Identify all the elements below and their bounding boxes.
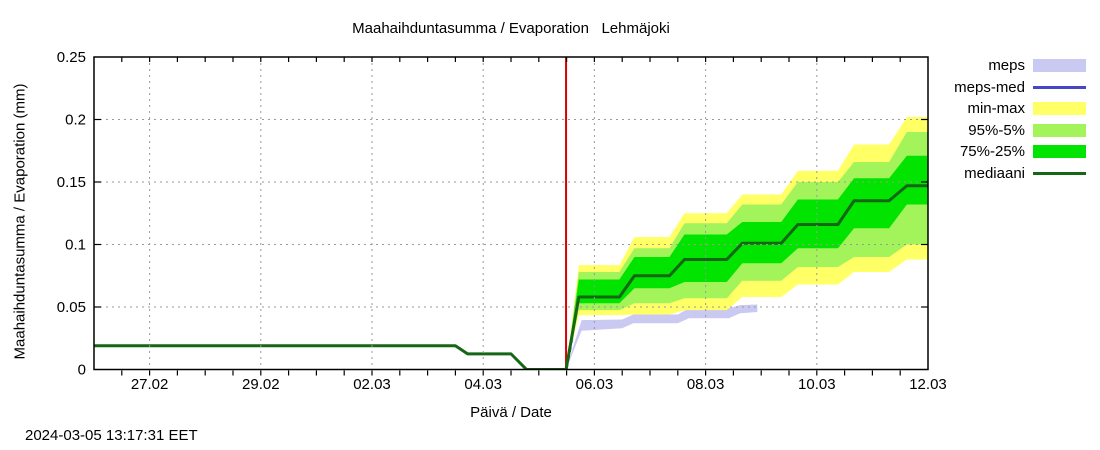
legend-item-mediaani: mediaani <box>954 163 1086 185</box>
x-tick-label: 06.03 <box>576 376 614 393</box>
legend-label: meps <box>988 57 1025 75</box>
legend-label: mediaani <box>964 164 1025 182</box>
y-tick-label: 0.25 <box>57 49 86 66</box>
plot-timestamp: 2024-03-05 13:17:31 EET <box>25 427 198 444</box>
legend-item-95%-5%: 95%-5% <box>954 120 1086 142</box>
x-tick-label: 29.02 <box>242 376 280 393</box>
chart-title: Maahaihduntasumma / Evaporation Lehmäjok… <box>352 20 670 37</box>
legend-swatch-band <box>1033 145 1086 159</box>
x-tick-label: 04.03 <box>464 376 502 393</box>
legend-item-meps: meps <box>954 55 1086 77</box>
y-tick-label: 0.05 <box>57 299 86 316</box>
y-axis-label: Maahaihduntasumma / Evaporation (mm) <box>11 83 29 360</box>
x-tick-label: 02.03 <box>353 376 391 393</box>
legend-item-meps-med: meps-med <box>954 77 1086 99</box>
plot-series-group <box>94 57 928 370</box>
y-tick-label: 0 <box>78 362 86 379</box>
x-tick-label: 10.03 <box>798 376 836 393</box>
legend-swatch-band <box>1033 59 1086 73</box>
x-axis-label: Päivä / Date <box>470 404 552 421</box>
y-tick-label: 0.15 <box>57 174 86 191</box>
p75-p25-band <box>566 155 928 370</box>
legend-label: min-max <box>967 100 1025 118</box>
legend-swatch-band <box>1033 123 1086 137</box>
legend-label: 75%-25% <box>959 143 1025 161</box>
x-tick-label: 27.02 <box>131 376 169 393</box>
legend-swatch-band <box>1033 102 1086 116</box>
legend-label: 95%-5% <box>968 121 1025 139</box>
legend-item-min-max: min-max <box>954 98 1086 120</box>
legend: meps meps-med min-max 95%-5% 75%-25% mediaani <box>954 55 1086 184</box>
y-tick-label: 0.2 <box>65 112 86 129</box>
legend-swatch-line <box>1033 85 1086 89</box>
x-tick-label: 08.03 <box>687 376 725 393</box>
y-tick-label: 0.1 <box>65 237 86 254</box>
legend-label: meps-med <box>954 78 1025 96</box>
x-tick-label: 12.03 <box>909 376 947 393</box>
legend-item-75%-25%: 75%-25% <box>954 141 1086 163</box>
mediaani-line <box>94 184 928 370</box>
legend-swatch-line <box>1033 171 1086 175</box>
meps-band <box>566 304 758 370</box>
